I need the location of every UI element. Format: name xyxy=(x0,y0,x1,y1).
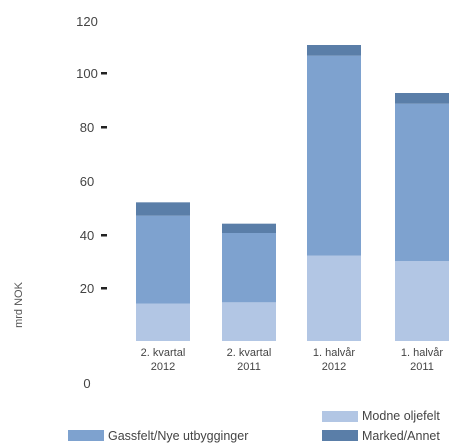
y-tick-mark-80 xyxy=(101,126,107,129)
category-label-2-line-1: 2. kvartal xyxy=(227,347,272,359)
legend-swatch-3 xyxy=(322,430,358,441)
y-axis: 120 100 80 60 40 20 0 xyxy=(76,14,107,391)
legend-swatch-2 xyxy=(68,430,104,441)
bar-3-segment-1 xyxy=(307,255,361,341)
category-label-3-line-2: 2012 xyxy=(322,361,346,373)
legend-swatch-1 xyxy=(322,411,358,422)
bar-4-segment-1 xyxy=(395,261,449,341)
y-tick-mark-100 xyxy=(101,72,107,75)
legend-label-3: Marked/Annet xyxy=(362,429,440,443)
y-tick-label-60: 60 xyxy=(80,174,94,189)
y-tick-label-120: 120 xyxy=(76,14,98,29)
bar-4-segment-2 xyxy=(395,103,449,262)
category-label-1-line-2: 2012 xyxy=(151,361,175,373)
bar-3-segment-3 xyxy=(307,45,361,56)
bar-1-segment-3 xyxy=(136,202,190,216)
y-tick-mark-20 xyxy=(101,287,107,290)
category-label-4-line-2: 2011 xyxy=(410,361,434,373)
bar-1-segment-2 xyxy=(136,215,190,304)
y-tick-label-100: 100 xyxy=(76,66,98,81)
bar-2-segment-3 xyxy=(222,223,276,233)
y-tick-mark-40 xyxy=(101,234,107,237)
bar-3-segment-2 xyxy=(307,55,361,256)
bar-2-segment-1 xyxy=(222,302,276,341)
category-label-2-line-2: 2011 xyxy=(237,361,261,373)
y-tick-label-80: 80 xyxy=(80,120,94,135)
category-label-4-line-1: 1. halvår xyxy=(401,347,444,359)
legend-label-2: Gassfelt/Nye utbygginger xyxy=(108,429,248,443)
category-label-3-line-1: 1. halvår xyxy=(313,347,356,359)
legend: Modne oljefelt Gassfelt/Nye utbygginger Ma… xyxy=(68,409,440,443)
y-tick-label-20: 20 xyxy=(80,281,94,296)
y-axis-label: mrd NOK xyxy=(13,281,25,328)
category-labels: 2. kvartal 2012 2. kvartal 2011 1. halvår 201… xyxy=(141,347,444,373)
bar-2-segment-2 xyxy=(222,233,276,303)
y-tick-label-0: 0 xyxy=(83,376,90,391)
legend-label-1: Modne oljefelt xyxy=(362,409,440,423)
bars xyxy=(136,45,449,341)
y-tick-label-40: 40 xyxy=(80,228,94,243)
bar-1-segment-1 xyxy=(136,303,190,341)
bar-4-segment-3 xyxy=(395,93,449,104)
category-label-1-line-1: 2. kvartal xyxy=(141,347,186,359)
